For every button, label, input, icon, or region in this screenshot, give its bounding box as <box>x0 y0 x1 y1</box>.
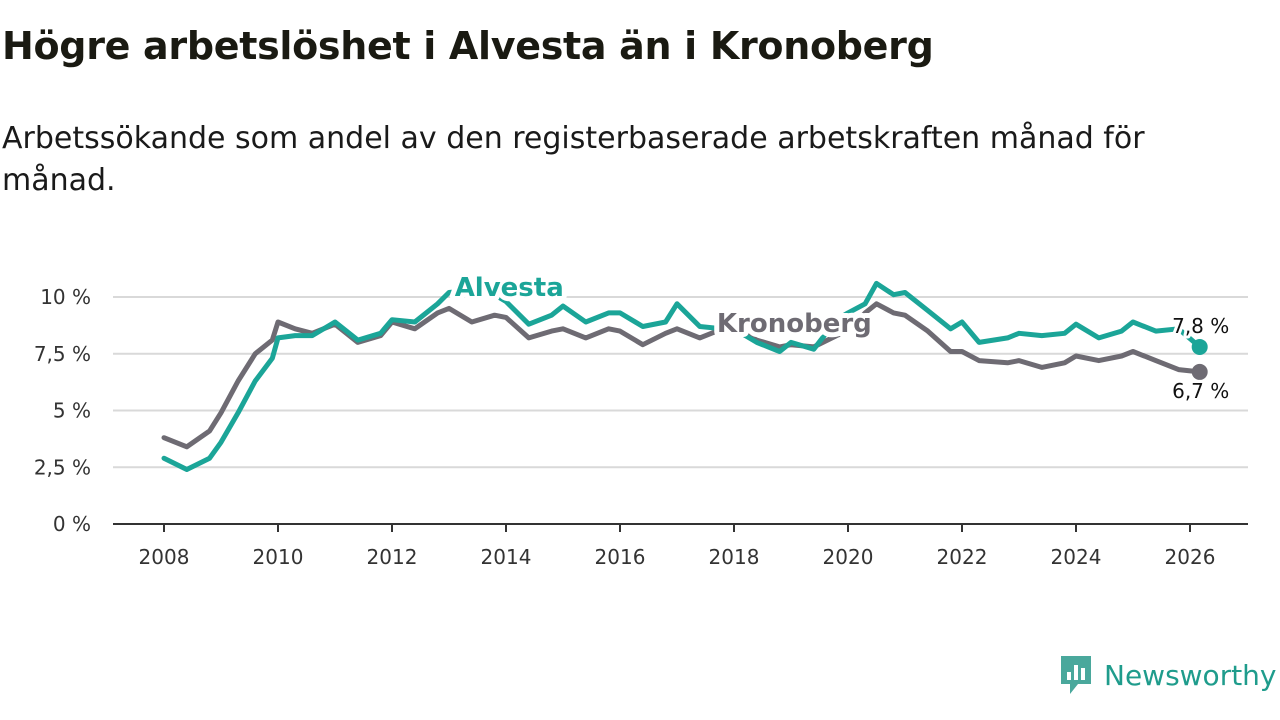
y-tick-label: 7,5 % <box>34 342 91 366</box>
x-tick-label: 2010 <box>253 545 304 569</box>
series-label-kronoberg: Kronoberg <box>717 309 872 339</box>
series-lines <box>161 280 1208 472</box>
brand-logo: Newsworthy <box>1058 654 1277 696</box>
y-tick-label: 2,5 % <box>34 455 91 479</box>
end-label-kronoberg: 6,7 % <box>1172 379 1229 403</box>
x-axis-ticks: 2008 2010 2012 2014 2016 2018 2020 2022 2024 2026 <box>113 523 1248 569</box>
series-label-alvesta: Alvesta <box>455 273 564 303</box>
x-tick-label: 2022 <box>937 545 988 569</box>
page-title: Högre arbetslöshet i Alvesta än i Kronob… <box>2 24 934 68</box>
x-tick-label: 2012 <box>367 545 418 569</box>
series-line-kronoberg <box>161 301 1203 450</box>
y-tick-label: 0 % <box>53 512 91 536</box>
x-tick-label: 2020 <box>823 545 874 569</box>
series-label-halo: Alvesta <box>455 273 564 303</box>
series-label-halo: Kronoberg <box>717 309 872 339</box>
x-tick-label: 2018 <box>709 545 760 569</box>
end-label-alvesta: 7,8 % <box>1172 314 1229 338</box>
x-tick-label: 2016 <box>595 545 646 569</box>
page-subtitle: Arbetssökande som andel av den registerb… <box>2 121 1145 198</box>
end-point-alvesta <box>1191 338 1208 355</box>
end-point-kronoberg <box>1191 363 1208 380</box>
x-tick-label: 2008 <box>139 545 190 569</box>
x-tick-label: 2014 <box>481 545 532 569</box>
series-line-alvesta <box>161 280 1203 472</box>
end-label-halo: 6,7 % <box>1172 379 1229 403</box>
newsworthy-logo-icon <box>1061 656 1091 694</box>
end-label-halo: 7,8 % <box>1172 314 1229 338</box>
y-axis-ticks: 0 % 2,5 % 5 % 7,5 % 10 % <box>34 285 91 536</box>
gridlines <box>113 296 1248 469</box>
y-tick-label: 5 % <box>53 399 91 423</box>
x-tick-label: 2024 <box>1051 545 1102 569</box>
brand-name: Newsworthy <box>1104 658 1277 692</box>
y-tick-label: 10 % <box>40 285 91 309</box>
x-tick-label: 2026 <box>1165 545 1216 569</box>
